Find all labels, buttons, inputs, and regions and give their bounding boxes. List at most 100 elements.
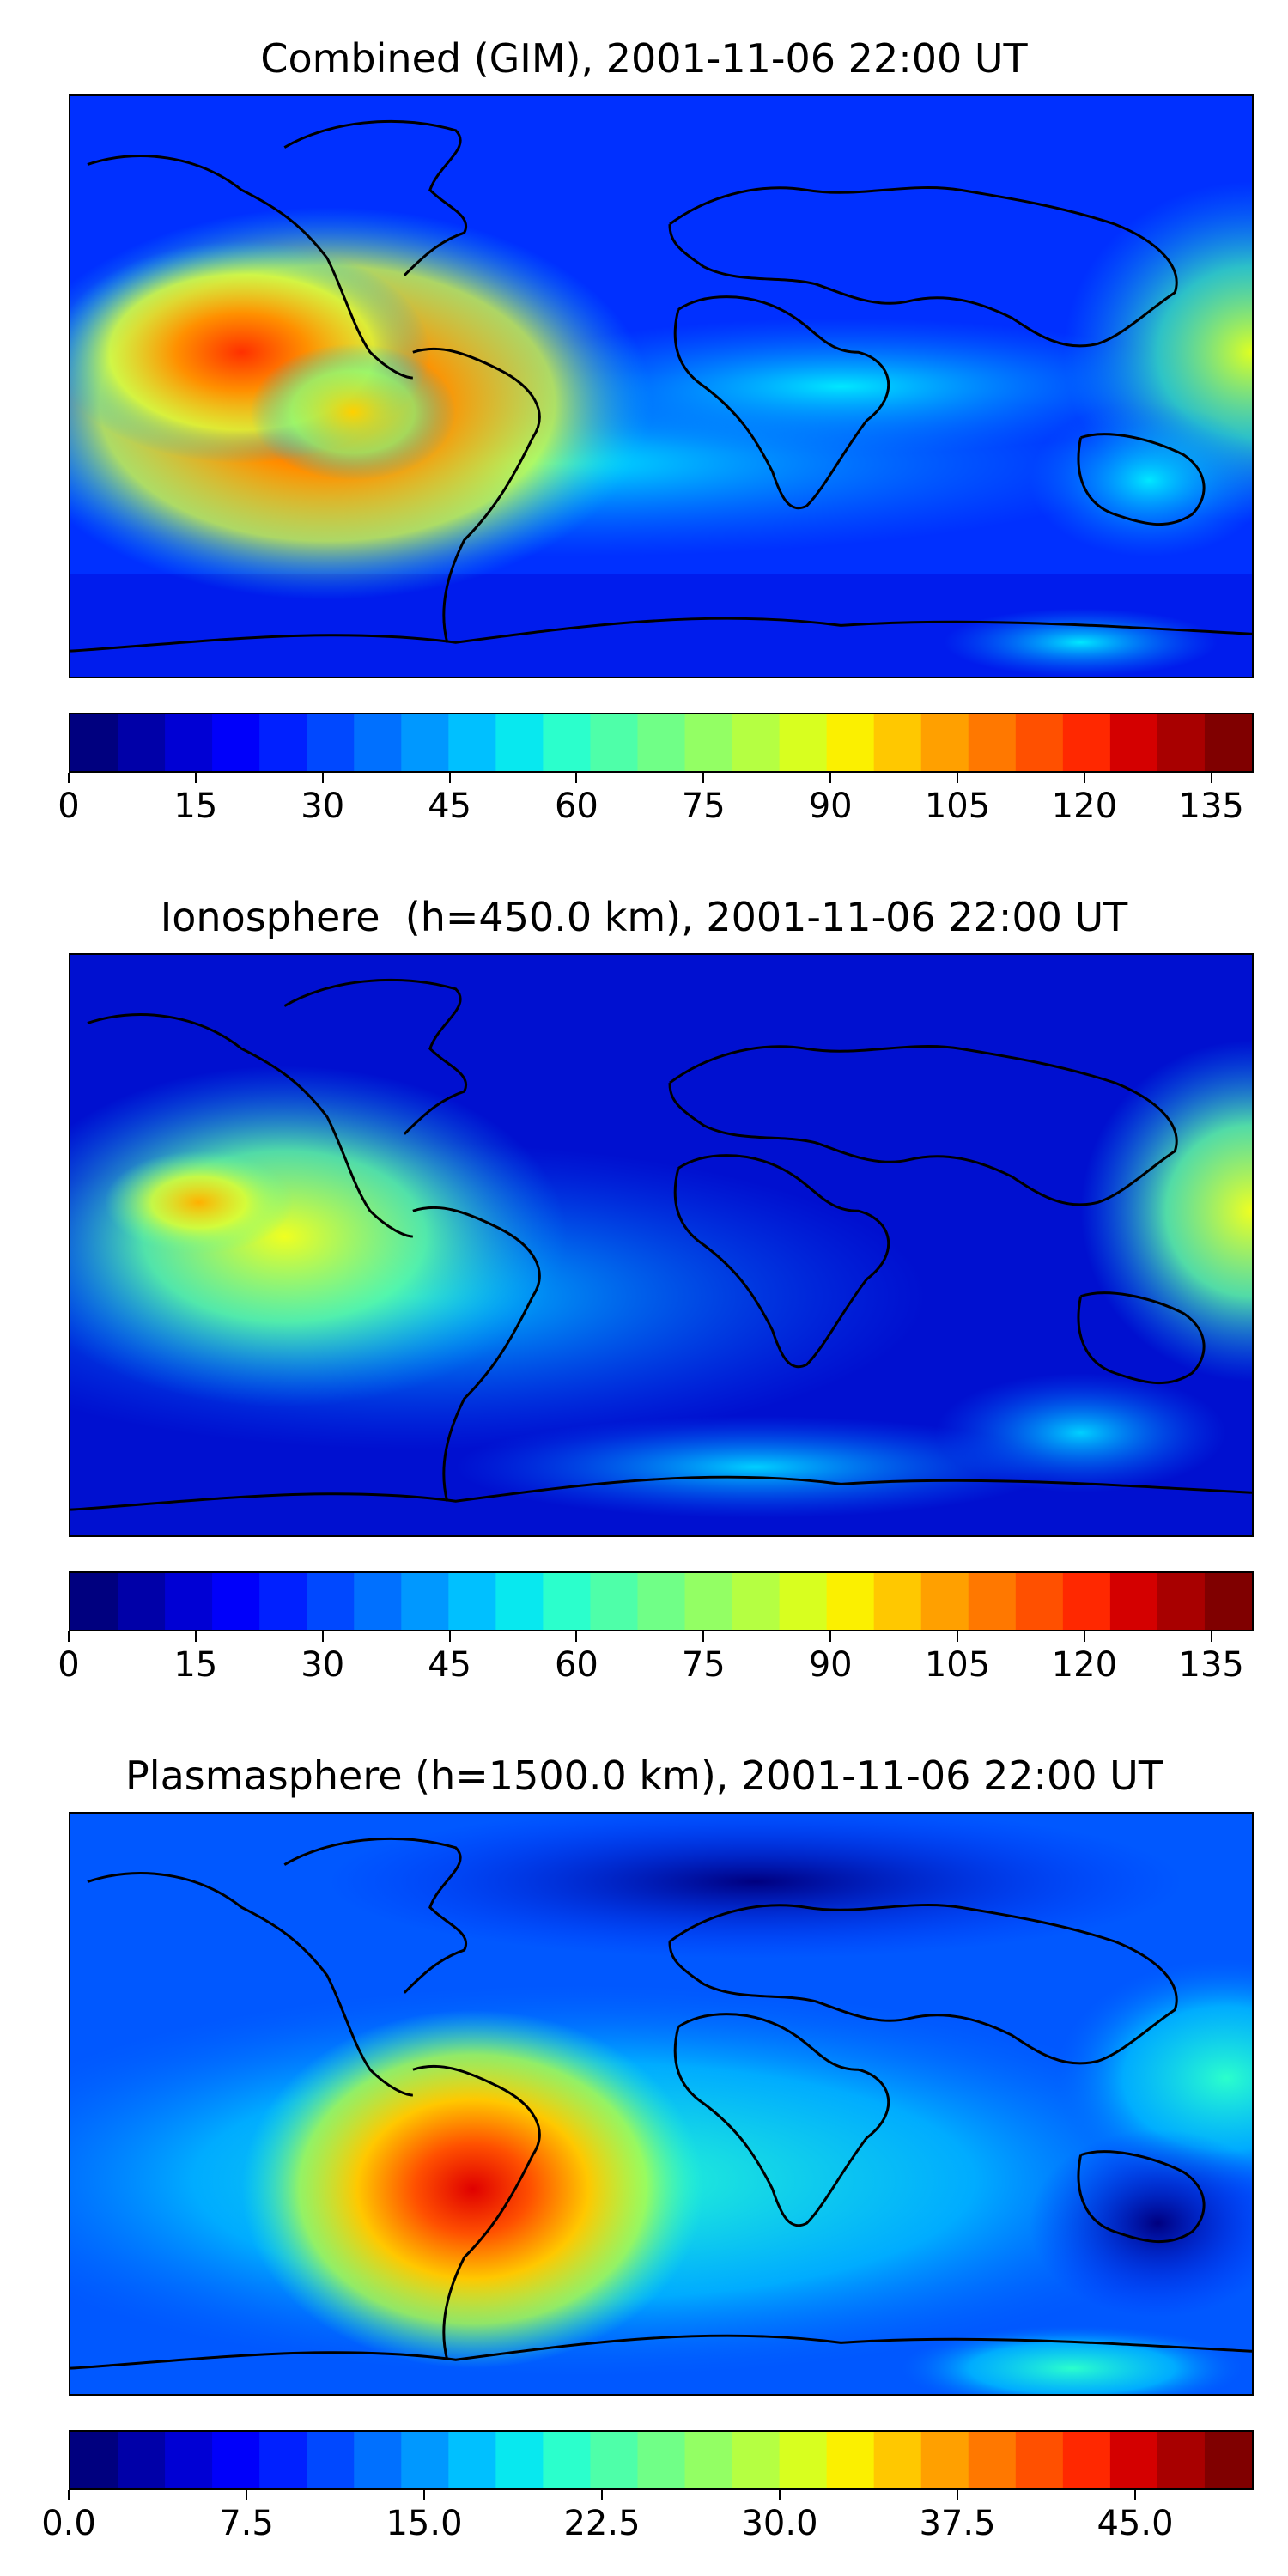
colorbar-swatch bbox=[495, 714, 544, 771]
colorbar-swatch bbox=[732, 714, 781, 771]
colorbar-tick-label: 0.0 bbox=[41, 2504, 96, 2543]
colorbar-swatch bbox=[1015, 1573, 1064, 1630]
colorbar-swatch bbox=[212, 714, 260, 771]
colorbar-tick-label: 0 bbox=[58, 787, 80, 826]
colorbar-tick bbox=[702, 773, 705, 783]
colorbar-swatch bbox=[1062, 2432, 1111, 2488]
ionosphere-title: Ionosphere (h=450.0 km), 2001-11-06 22:0… bbox=[160, 894, 1128, 940]
colorbar-swatch bbox=[259, 714, 307, 771]
plasmasphere-map-svg bbox=[70, 1814, 1252, 2394]
colorbar-tick bbox=[448, 773, 451, 783]
colorbar-swatch bbox=[259, 1573, 307, 1630]
colorbar-swatch bbox=[637, 2432, 686, 2488]
combined-colorbar-ticks: 0 15 30 45 60 75 90 105 120 135 bbox=[58, 773, 1254, 833]
colorbar-swatch bbox=[873, 2432, 922, 2488]
colorbar-tick-label: 0 bbox=[58, 1645, 80, 1685]
colorbar-swatch bbox=[70, 714, 118, 771]
colorbar-tick-label: 30.0 bbox=[741, 2504, 818, 2543]
colorbar-swatch bbox=[873, 714, 922, 771]
colorbar-tick-label: 90 bbox=[808, 787, 853, 826]
colorbar-swatch bbox=[1109, 1573, 1158, 1630]
colorbar-tick bbox=[246, 2490, 247, 2500]
colorbar-swatch bbox=[732, 1573, 781, 1630]
colorbar-tick-label: 45.0 bbox=[1097, 2504, 1174, 2543]
colorbar-tick bbox=[321, 1631, 324, 1642]
colorbar-swatch bbox=[543, 2432, 592, 2488]
colorbar-swatch bbox=[1157, 714, 1206, 771]
colorbar-tick bbox=[448, 1631, 451, 1642]
colorbar-swatch bbox=[401, 714, 449, 771]
colorbar-tick bbox=[779, 2490, 781, 2500]
combined-colorbar bbox=[69, 713, 1254, 773]
colorbar-swatch bbox=[212, 1573, 260, 1630]
colorbar-swatch bbox=[1157, 2432, 1206, 2488]
ionosphere-map-svg bbox=[70, 955, 1252, 1535]
colorbar-swatch bbox=[779, 2432, 828, 2488]
colorbar-swatch bbox=[826, 2432, 875, 2488]
colorbar-tick bbox=[1210, 773, 1212, 783]
colorbar-swatch bbox=[165, 2432, 213, 2488]
colorbar-swatch bbox=[1015, 2432, 1064, 2488]
colorbar-tick-label: 120 bbox=[1051, 787, 1118, 826]
colorbar-swatch bbox=[590, 1573, 639, 1630]
colorbar-swatch bbox=[684, 1573, 733, 1630]
colorbar-swatch bbox=[590, 714, 639, 771]
colorbar-tick bbox=[575, 1631, 578, 1642]
colorbar-swatch bbox=[165, 1573, 213, 1630]
colorbar-swatch bbox=[118, 714, 166, 771]
colorbar-tick bbox=[68, 773, 70, 783]
colorbar-swatch bbox=[1157, 1573, 1206, 1630]
colorbar-swatch bbox=[259, 2432, 307, 2488]
colorbar-swatch bbox=[920, 2432, 969, 2488]
colorbar-swatch bbox=[543, 1573, 592, 1630]
colorbar-swatch bbox=[1109, 2432, 1158, 2488]
colorbar-tick bbox=[194, 1631, 197, 1642]
colorbar-tick bbox=[321, 773, 324, 783]
colorbar-tick-label: 120 bbox=[1051, 1645, 1118, 1685]
colorbar-tick-label: 75 bbox=[681, 1645, 726, 1685]
colorbar-swatch bbox=[590, 2432, 639, 2488]
colorbar-swatch bbox=[307, 1573, 355, 1630]
colorbar-tick-label: 30 bbox=[301, 787, 345, 826]
colorbar-tick-label: 135 bbox=[1178, 787, 1244, 826]
colorbar-swatch bbox=[448, 714, 496, 771]
colorbar-swatch bbox=[307, 714, 355, 771]
colorbar-swatch bbox=[401, 1573, 449, 1630]
coastlines bbox=[70, 119, 1252, 653]
colorbar-swatch bbox=[968, 714, 1017, 771]
colorbar-tick bbox=[829, 773, 832, 783]
colorbar-tick bbox=[194, 773, 197, 783]
colorbar-tick-label: 135 bbox=[1178, 1645, 1244, 1685]
colorbar-tick-label: 45 bbox=[428, 1645, 472, 1685]
colorbar-tick-label: 45 bbox=[428, 787, 472, 826]
colorbar-swatch bbox=[70, 1573, 118, 1630]
ionosphere-colorbar-ticks: 0 15 30 45 60 75 90 105 120 135 bbox=[58, 1631, 1254, 1692]
colorbar-tick bbox=[1134, 2490, 1136, 2500]
colorbar-tick-label: 75 bbox=[681, 787, 726, 826]
coastlines bbox=[70, 1837, 1252, 2370]
colorbar-swatch bbox=[968, 2432, 1017, 2488]
colorbar-swatch bbox=[448, 1573, 496, 1630]
colorbar-tick-label: 105 bbox=[924, 1645, 991, 1685]
plasmasphere-title: Plasmasphere (h=1500.0 km), 2001-11-06 2… bbox=[125, 1753, 1163, 1799]
colorbar-tick-label: 37.5 bbox=[919, 2504, 996, 2543]
colorbar-tick bbox=[423, 2490, 425, 2500]
colorbar-tick bbox=[957, 1631, 958, 1642]
colorbar-swatch bbox=[307, 2432, 355, 2488]
combined-map-svg bbox=[70, 96, 1252, 677]
coastlines bbox=[70, 978, 1252, 1511]
colorbar-swatch bbox=[354, 2432, 402, 2488]
colorbar-swatch bbox=[212, 2432, 260, 2488]
colorbar-swatch bbox=[968, 1573, 1017, 1630]
colorbar-swatch bbox=[401, 2432, 449, 2488]
colorbar-swatch bbox=[1109, 714, 1158, 771]
colorbar-swatch bbox=[1204, 714, 1252, 771]
colorbar-tick bbox=[1083, 1631, 1085, 1642]
colorbar-tick-label: 30 bbox=[301, 1645, 345, 1685]
colorbar-swatch bbox=[779, 1573, 828, 1630]
colorbar-swatch bbox=[354, 1573, 402, 1630]
colorbar-swatch bbox=[354, 714, 402, 771]
colorbar-swatch bbox=[118, 1573, 166, 1630]
colorbar-swatch bbox=[779, 714, 828, 771]
colorbar-tick-label: 60 bbox=[554, 1645, 598, 1685]
